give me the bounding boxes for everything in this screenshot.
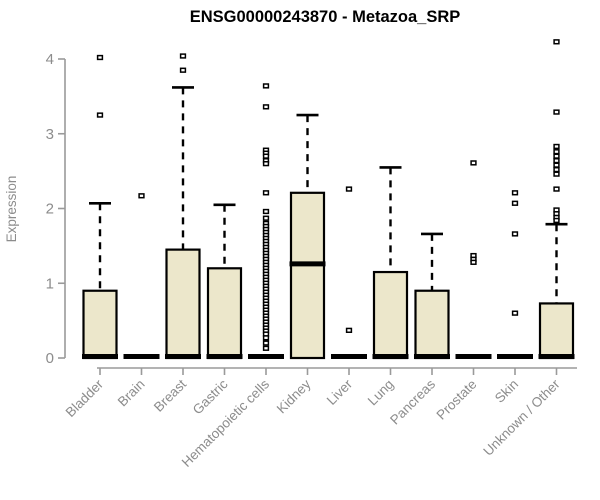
box-rect bbox=[206, 267, 243, 360]
outlier-point bbox=[553, 186, 560, 192]
outlier-point bbox=[179, 67, 187, 73]
x-category-label: Liver bbox=[324, 376, 356, 408]
boxplot-breast bbox=[165, 53, 201, 360]
boxplot-bladder bbox=[82, 54, 118, 360]
outlier-point bbox=[262, 340, 270, 346]
outlier-point bbox=[553, 217, 560, 224]
boxplot-skin bbox=[497, 190, 533, 360]
y-tick-label: 1 bbox=[46, 275, 54, 292]
x-category-label: Bladder bbox=[63, 376, 107, 420]
outlier-point bbox=[470, 160, 477, 166]
outlier-point bbox=[262, 161, 270, 167]
outlier-point bbox=[553, 149, 560, 155]
x-category-label: Prostate bbox=[433, 377, 479, 423]
outlier-point bbox=[179, 53, 187, 59]
outlier-point bbox=[262, 104, 270, 110]
outlier-point bbox=[262, 83, 270, 89]
y-tick-label: 4 bbox=[46, 51, 54, 68]
chart-title: ENSG00000243870 - Metazoa_SRP bbox=[190, 8, 461, 26]
outlier-point bbox=[511, 190, 519, 196]
x-category-label: Gastric bbox=[190, 376, 231, 417]
boxes-group bbox=[82, 39, 575, 360]
boxplot-lung bbox=[372, 166, 409, 360]
boxplot-kidney bbox=[289, 113, 326, 360]
box-rect bbox=[414, 289, 450, 360]
boxplot-prostate bbox=[455, 160, 492, 360]
y-tick-label: 2 bbox=[46, 201, 54, 218]
outlier-point bbox=[138, 193, 145, 199]
boxplot-hematopoietic-cells bbox=[248, 83, 284, 360]
outlier-point bbox=[511, 231, 519, 237]
outlier-point bbox=[553, 153, 560, 159]
x-category-label: Pancreas bbox=[387, 376, 438, 427]
outlier-point bbox=[553, 166, 560, 173]
x-category-label: Breast bbox=[151, 376, 189, 414]
outlier-point bbox=[553, 162, 560, 168]
outlier-point bbox=[553, 109, 560, 115]
x-category-label: Skin bbox=[492, 377, 521, 406]
outlier-point bbox=[511, 310, 519, 316]
x-category-label: Unknown / Other bbox=[480, 376, 563, 459]
x-category-label: Lung bbox=[365, 377, 397, 409]
outlier-point bbox=[262, 215, 270, 221]
boxplot-unknown-other bbox=[538, 39, 575, 360]
outlier-point bbox=[345, 327, 353, 333]
boxplot-brain bbox=[123, 193, 160, 360]
boxplot-gastric bbox=[206, 203, 243, 360]
outlier-point bbox=[262, 335, 270, 341]
outlier-point bbox=[262, 190, 270, 196]
outlier-point bbox=[553, 143, 560, 150]
box-rect bbox=[82, 289, 118, 360]
outlier-point bbox=[345, 186, 353, 192]
outlier-point bbox=[262, 208, 270, 215]
x-category-label: Brain bbox=[115, 377, 148, 410]
outlier-point bbox=[511, 200, 519, 206]
boxplot-pancreas bbox=[414, 232, 450, 360]
outlier-point bbox=[470, 259, 477, 265]
outlier-point bbox=[96, 112, 104, 118]
box-rect bbox=[165, 248, 201, 360]
boxplot-liver bbox=[331, 186, 367, 360]
outlier-point bbox=[553, 158, 560, 164]
box-rect bbox=[289, 191, 326, 360]
y-axis-label: Expression bbox=[4, 176, 19, 243]
outlier-point bbox=[553, 39, 560, 45]
box-rect bbox=[538, 302, 575, 360]
outlier-point bbox=[262, 153, 270, 159]
outlier-point bbox=[262, 345, 270, 351]
outlier-point bbox=[96, 54, 104, 61]
y-tick-label: 3 bbox=[46, 126, 54, 143]
x-category-label: Kidney bbox=[274, 376, 314, 416]
box-rect bbox=[372, 270, 409, 360]
y-tick-label: 0 bbox=[46, 350, 54, 367]
outlier-point bbox=[553, 171, 560, 177]
